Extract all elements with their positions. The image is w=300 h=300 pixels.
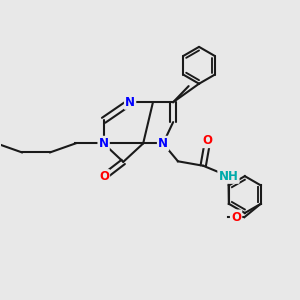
Text: NH: NH (218, 170, 239, 183)
Text: N: N (158, 137, 168, 150)
Text: O: O (99, 170, 109, 183)
Text: O: O (203, 134, 213, 147)
Text: N: N (125, 96, 135, 109)
Text: O: O (231, 211, 241, 224)
Text: N: N (99, 137, 109, 150)
